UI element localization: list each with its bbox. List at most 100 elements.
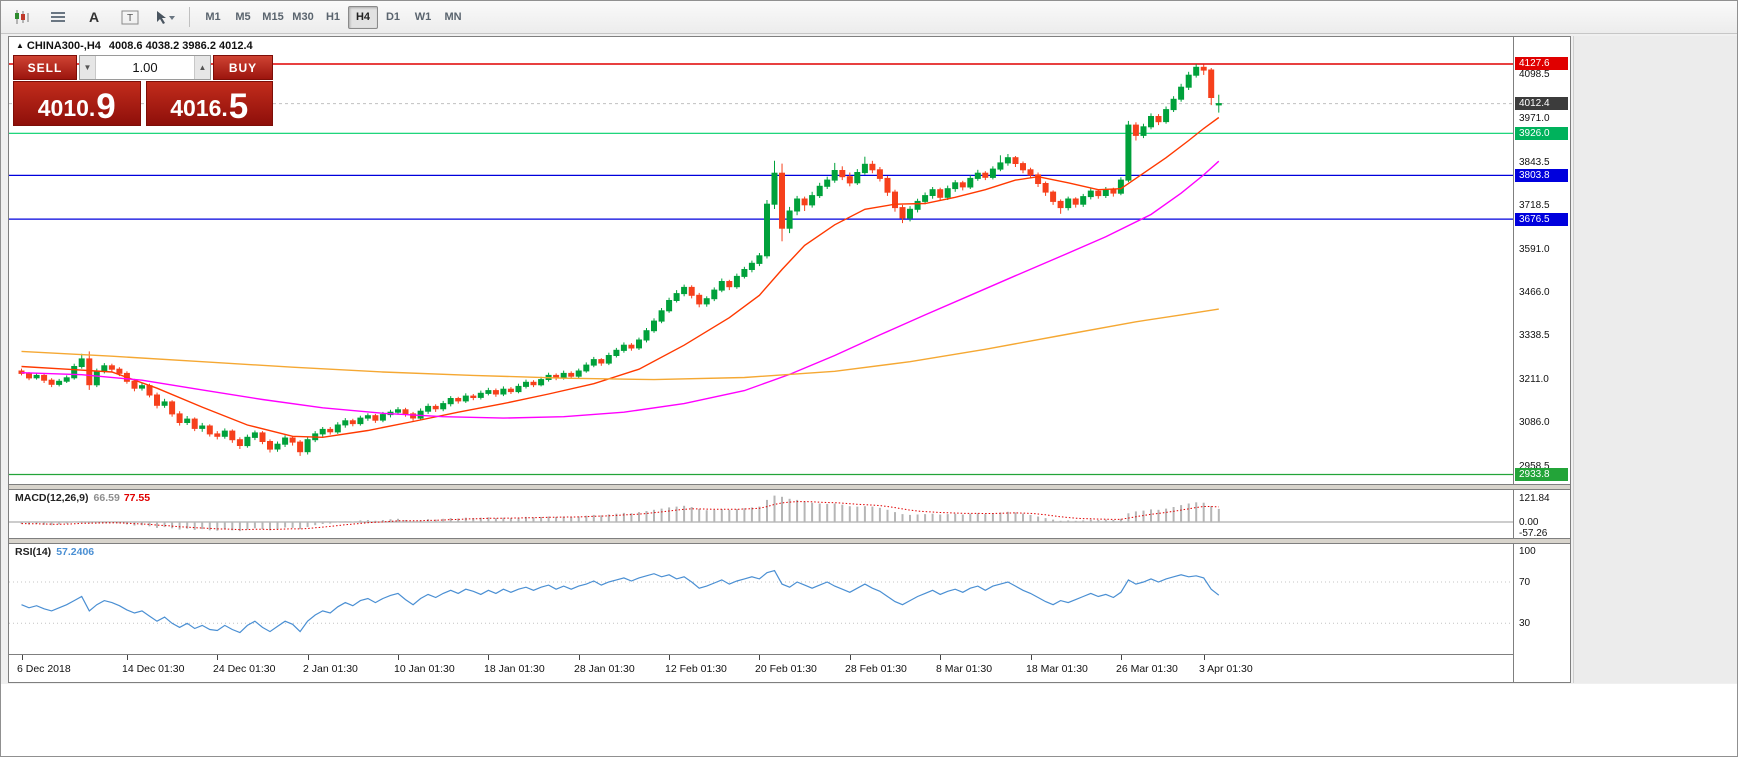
trade-prices-row: 4010. 9 4016. 5 [13, 81, 273, 126]
macd-pane[interactable] [9, 490, 1513, 538]
time-axis-label: 26 Mar 01:30 [1116, 663, 1178, 675]
sell-price-main: 4010. [37, 95, 96, 121]
textbox-tool-icon[interactable]: T [117, 6, 143, 28]
right-panel [1573, 36, 1737, 683]
time-axis[interactable]: 6 Dec 2018 14 Dec 01:30 24 Dec 01:30 2 Jan … [9, 654, 1513, 682]
rsi-plot [9, 569, 1513, 634]
rsi-value: 57.2406 [56, 546, 95, 558]
pane-divider-rsi[interactable] [9, 538, 1570, 544]
sell-button[interactable]: SELL [13, 55, 77, 80]
buy-button[interactable]: BUY [213, 55, 273, 80]
time-axis-label: 28 Feb 01:30 [845, 663, 907, 675]
price-tick-label: 3086.0 [1519, 417, 1550, 428]
timeframe-h4[interactable]: H4 [348, 5, 378, 29]
main-chart-pane[interactable]: ▲ CHINA300-,H4 4008.6 4038.2 3986.2 4012.4… [9, 37, 1513, 484]
candlestick-plot[interactable] [9, 37, 1513, 484]
indicators-list-icon[interactable] [45, 6, 71, 28]
time-axis-label: 18 Mar 01:30 [1026, 663, 1088, 675]
time-axis-label: 2 Jan 01:30 [303, 663, 358, 675]
price-badge: 3676.5 [1515, 213, 1568, 226]
timeframe-h1[interactable]: H1 [318, 6, 348, 29]
price-badge: 4127.6 [1515, 57, 1568, 70]
rsi-pane[interactable] [9, 544, 1513, 654]
price-tick-label: 3591.0 [1519, 244, 1550, 255]
time-tick [850, 655, 851, 660]
time-axis-label: 12 Feb 01:30 [665, 663, 727, 675]
time-tick [217, 655, 218, 660]
price-tick-label: 3211.0 [1519, 374, 1549, 385]
price-badge: 2933.8 [1515, 468, 1568, 481]
time-axis-label: 24 Dec 01:30 [213, 663, 276, 675]
time-axis-label: 20 Feb 01:30 [755, 663, 817, 675]
price-tick-label: 3718.5 [1519, 200, 1550, 211]
volume-spinner: ▼ 1.00 ▲ [79, 55, 211, 80]
macd-axis-label: 121.84 [1519, 493, 1550, 504]
time-tick [398, 655, 399, 660]
timeframe-buttons: M1 M5 M15 M30 H1 H4 D1 W1 MN [198, 5, 468, 29]
time-tick [759, 655, 760, 660]
time-axis-label: 6 Dec 2018 [17, 663, 71, 675]
sell-price-button[interactable]: 4010. 9 [13, 81, 141, 126]
cursor-tool-icon[interactable] [153, 6, 179, 28]
rsi-axis-label: 30 [1519, 618, 1531, 629]
textbox-glyph: T [121, 10, 139, 24]
one-click-trading-panel: SELL ▼ 1.00 ▲ BUY 4010. 9 4016. 5 [13, 55, 273, 126]
chart-window: ▲ CHINA300-,H4 4008.6 4038.2 3986.2 4012.4… [8, 36, 1571, 683]
pane-divider-macd[interactable] [9, 484, 1570, 490]
time-tick [669, 655, 670, 660]
buy-price-big-digit: 5 [228, 87, 249, 126]
toolbar-icon-group: A T [9, 6, 179, 28]
rsi-name: RSI(14) [15, 546, 52, 558]
timeframe-d1[interactable]: D1 [378, 6, 408, 29]
chart-title: ▲ CHINA300-,H4 4008.6 4038.2 3986.2 4012.4 [16, 40, 253, 52]
time-axis-label: 10 Jan 01:30 [394, 663, 455, 675]
price-tick-label: 3466.0 [1519, 287, 1550, 298]
text-tool-icon[interactable]: A [88, 9, 100, 25]
time-tick [940, 655, 941, 660]
price-badge: 3803.8 [1515, 169, 1568, 182]
buy-price-button[interactable]: 4016. 5 [145, 81, 273, 126]
macd-main-value: 66.59 [93, 492, 120, 504]
candlestick-glyph [15, 10, 29, 24]
ohlc-values: 4008.6 4038.2 3986.2 4012.4 [108, 40, 253, 52]
time-tick [308, 655, 309, 660]
time-tick [1204, 655, 1205, 660]
timeframe-m1[interactable]: M1 [198, 6, 228, 29]
svg-text:T: T [127, 13, 133, 24]
time-tick [22, 655, 23, 660]
timeframe-m15[interactable]: M15 [258, 6, 288, 29]
rsi-axis-label: 100 [1519, 546, 1536, 557]
toolbar: A T M1 M5 M15 M30 H1 H4 D1 W1 MN [1, 1, 1737, 34]
price-tick-label: 3338.5 [1519, 330, 1550, 341]
macd-plot [9, 495, 1513, 532]
volume-increase-button[interactable]: ▲ [194, 56, 210, 79]
buy-price-main: 4016. [170, 95, 228, 121]
chart-type-icon[interactable] [9, 6, 35, 28]
timeframe-m30[interactable]: M30 [288, 6, 318, 29]
volume-value[interactable]: 1.00 [132, 60, 158, 75]
timeframe-mn[interactable]: MN [438, 6, 468, 29]
macd-axis-label: 0.00 [1519, 517, 1539, 528]
time-tick [127, 655, 128, 660]
rsi-label: RSI(14) 57.2406 [15, 546, 94, 558]
time-tick [488, 655, 489, 660]
symbol-arrow-icon: ▲ [16, 41, 24, 50]
list-glyph [51, 12, 65, 22]
price-tick-label: 3971.0 [1519, 113, 1550, 124]
volume-decrease-button[interactable]: ▼ [80, 56, 96, 79]
cursor-glyph [157, 10, 175, 24]
price-badge: 4012.4 [1515, 97, 1568, 110]
price-badge: 3926.0 [1515, 127, 1568, 140]
timeframe-w1[interactable]: W1 [408, 6, 438, 29]
sell-price-big-digit: 9 [96, 87, 116, 126]
time-axis-label: 28 Jan 01:30 [574, 663, 635, 675]
price-tick-label: 4098.5 [1519, 69, 1550, 80]
macd-axis-label: -57.26 [1519, 528, 1548, 539]
timeframe-m5[interactable]: M5 [228, 6, 258, 29]
bottom-area [1, 684, 1737, 756]
time-tick [579, 655, 580, 660]
time-axis-label: 14 Dec 01:30 [122, 663, 185, 675]
macd-signal-value: 77.55 [123, 492, 151, 504]
price-axis[interactable]: 4098.5 3971.0 3843.5 3718.5 3591.0 3466.0 3338… [1513, 37, 1570, 682]
